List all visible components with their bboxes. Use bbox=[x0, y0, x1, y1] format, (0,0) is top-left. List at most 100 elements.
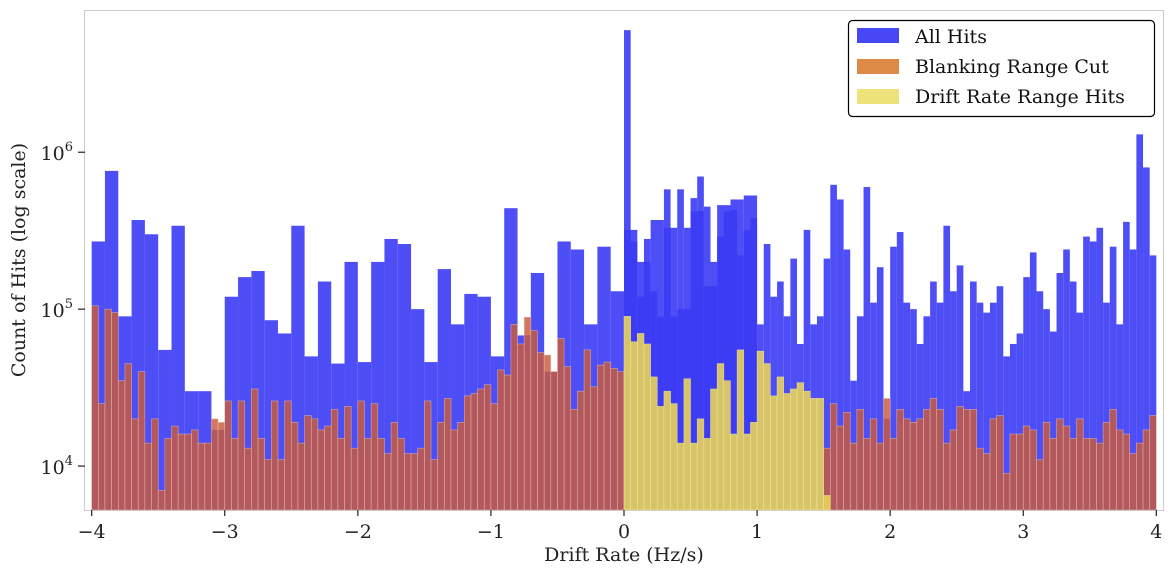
bar bbox=[510, 324, 518, 511]
bar bbox=[437, 422, 445, 511]
bar bbox=[710, 388, 718, 511]
bar bbox=[284, 400, 292, 511]
bar bbox=[597, 364, 605, 511]
bar bbox=[856, 408, 864, 511]
bar bbox=[743, 433, 751, 511]
bar bbox=[1096, 227, 1104, 510]
bar bbox=[390, 422, 399, 511]
bar bbox=[656, 406, 665, 511]
bar bbox=[197, 442, 206, 511]
bar bbox=[370, 403, 379, 511]
bar bbox=[896, 408, 904, 511]
bar bbox=[364, 438, 372, 511]
bar bbox=[1096, 442, 1104, 511]
bar bbox=[863, 438, 871, 511]
bar bbox=[550, 371, 558, 511]
bar bbox=[344, 406, 352, 511]
bar bbox=[157, 490, 166, 511]
bar bbox=[1056, 418, 1064, 511]
bar bbox=[723, 380, 731, 511]
bar bbox=[217, 422, 226, 511]
bar bbox=[1149, 255, 1157, 510]
series-drift-rate-range-hits bbox=[623, 316, 831, 511]
bar bbox=[1109, 408, 1117, 511]
bar bbox=[317, 429, 325, 511]
bar bbox=[650, 376, 658, 511]
bar bbox=[1123, 221, 1130, 510]
bar bbox=[537, 352, 545, 511]
bar bbox=[1069, 281, 1077, 510]
bar bbox=[410, 453, 419, 511]
bar bbox=[916, 418, 924, 511]
bar bbox=[98, 403, 106, 511]
bar bbox=[943, 225, 951, 510]
bar bbox=[543, 354, 552, 511]
bar bbox=[1149, 415, 1157, 511]
bar bbox=[936, 302, 944, 510]
bar bbox=[1136, 442, 1144, 511]
bar bbox=[923, 408, 931, 511]
bar bbox=[377, 438, 385, 511]
bar bbox=[1102, 422, 1111, 511]
bar bbox=[1009, 433, 1017, 511]
bar bbox=[490, 403, 498, 511]
bar bbox=[1049, 331, 1057, 510]
bar bbox=[956, 406, 964, 511]
bar bbox=[790, 388, 798, 511]
bar bbox=[264, 459, 272, 511]
bar bbox=[204, 442, 212, 511]
series-blanking-range-cut-1-5-to-4 bbox=[823, 398, 1157, 511]
bar bbox=[457, 422, 465, 511]
bar bbox=[470, 393, 478, 511]
bar bbox=[956, 265, 964, 510]
x-tick-label: 4 bbox=[1150, 521, 1162, 543]
legend-box bbox=[847, 19, 1156, 118]
x-tick-label: 3 bbox=[1017, 521, 1029, 543]
x-tick-label: 2 bbox=[884, 521, 896, 543]
bars-layer bbox=[91, 30, 1157, 511]
bar bbox=[1089, 438, 1097, 511]
bar bbox=[910, 309, 917, 510]
bar bbox=[1062, 425, 1071, 511]
bar bbox=[989, 418, 997, 511]
bar bbox=[976, 302, 984, 510]
bar bbox=[683, 227, 691, 510]
bar bbox=[111, 312, 119, 511]
bar bbox=[730, 209, 738, 511]
bar bbox=[810, 398, 818, 511]
bar bbox=[424, 400, 432, 511]
bar bbox=[763, 363, 771, 511]
bar bbox=[770, 395, 778, 511]
bar bbox=[970, 281, 977, 510]
bar bbox=[570, 408, 578, 511]
bar bbox=[171, 425, 179, 511]
bar bbox=[164, 438, 172, 511]
bar bbox=[1142, 429, 1150, 511]
bar bbox=[909, 422, 918, 511]
bar bbox=[450, 429, 458, 511]
bar bbox=[304, 415, 312, 511]
bar bbox=[257, 438, 265, 511]
bar bbox=[1109, 246, 1117, 510]
bar bbox=[697, 176, 704, 510]
bar bbox=[1076, 418, 1084, 511]
bar bbox=[517, 343, 525, 511]
bar bbox=[969, 408, 977, 511]
bar bbox=[404, 453, 412, 511]
bar bbox=[151, 418, 159, 511]
bar bbox=[231, 438, 239, 511]
bar bbox=[936, 408, 944, 511]
bar bbox=[483, 384, 492, 511]
bar bbox=[503, 374, 512, 511]
bar bbox=[1049, 438, 1057, 511]
bar bbox=[949, 429, 958, 511]
y-tick-label: 104 bbox=[41, 454, 73, 479]
bar bbox=[903, 418, 911, 511]
bar bbox=[710, 261, 718, 510]
bar bbox=[750, 218, 758, 511]
bar bbox=[224, 400, 232, 511]
bar bbox=[1016, 333, 1024, 510]
legend-swatch-drift-rate-range-hits bbox=[857, 89, 899, 104]
y-tick-label: 105 bbox=[41, 297, 73, 322]
bar bbox=[131, 418, 139, 511]
